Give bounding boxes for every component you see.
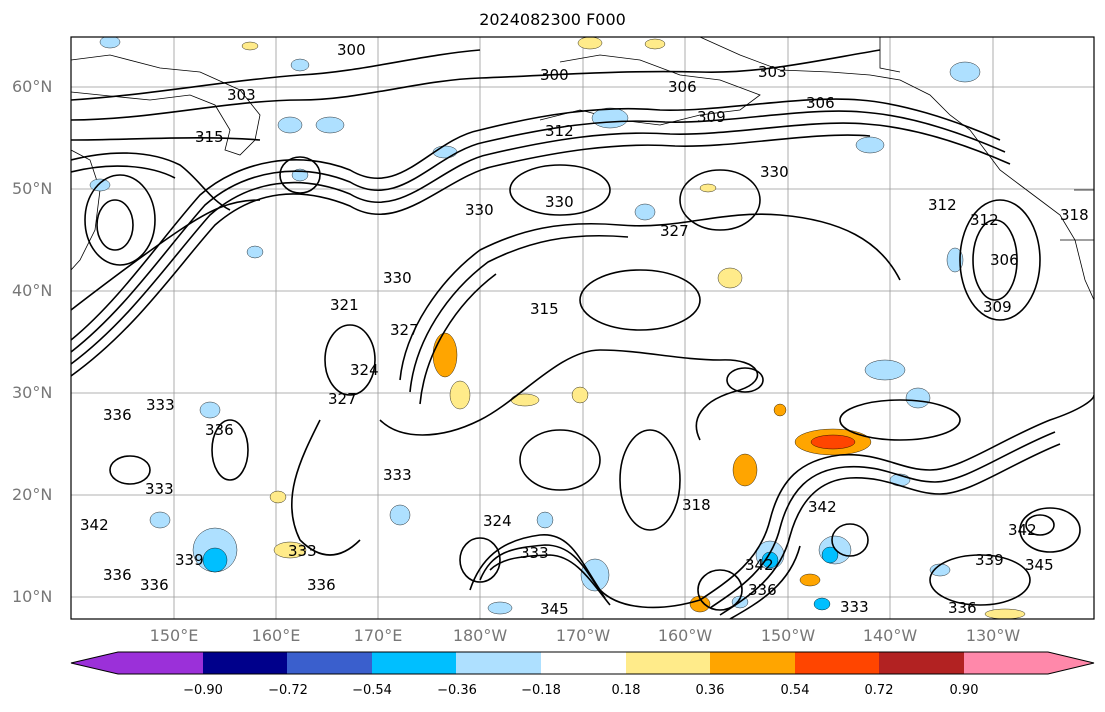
contour-label: 342 xyxy=(1008,521,1037,539)
contour-label: 324 xyxy=(350,361,379,379)
colorbar-tick: −0.90 xyxy=(183,683,223,698)
contour-label: 303 xyxy=(227,86,256,104)
lon-label: 160°E xyxy=(251,626,301,645)
contour-label: 309 xyxy=(697,108,726,126)
contour-label: 300 xyxy=(540,66,569,84)
colorbar-segment xyxy=(795,652,879,674)
lon-label: 150°E xyxy=(149,626,199,645)
contour-label: 330 xyxy=(760,163,789,181)
colorbar-segment xyxy=(964,652,1094,674)
contour-label: 306 xyxy=(668,78,697,96)
colorbar-tick: 0.90 xyxy=(949,683,979,698)
contour-label: 336 xyxy=(140,576,169,594)
colorbar-tick: −0.18 xyxy=(521,683,561,698)
coastlines xyxy=(71,37,1094,301)
contour-label: 309 xyxy=(983,298,1012,316)
colorbar-segment xyxy=(541,652,626,674)
colorbar-tick: −0.54 xyxy=(352,683,392,698)
contour-label: 333 xyxy=(383,466,412,484)
lat-label: 30°N xyxy=(12,383,53,402)
contour-label: 306 xyxy=(990,251,1019,269)
contour-label: 300 xyxy=(337,41,366,59)
contour-label: 342 xyxy=(80,516,109,534)
contour-label: 303 xyxy=(758,63,787,81)
shaded-patches xyxy=(89,37,1026,619)
contour-lines xyxy=(71,49,1094,619)
colorbar-tick: −0.36 xyxy=(437,683,477,698)
contour-label: 336 xyxy=(205,421,234,439)
colorbar-tick: 0.54 xyxy=(780,683,810,698)
colorbar-tick: 0.36 xyxy=(695,683,725,698)
lon-label: 150°W xyxy=(760,626,816,645)
lat-label: 50°N xyxy=(12,179,53,198)
colorbar-segment xyxy=(287,652,372,674)
contour-label: 333 xyxy=(288,542,317,560)
map-frame xyxy=(70,36,1095,620)
lat-label: 20°N xyxy=(12,485,53,504)
contour-label: 345 xyxy=(1025,556,1054,574)
lat-label: 40°N xyxy=(12,281,53,300)
contour-label: 312 xyxy=(928,196,957,214)
lon-label: 180°W xyxy=(452,626,508,645)
contour-label: 312 xyxy=(970,211,999,229)
colorbar-tick: 0.18 xyxy=(611,683,641,698)
lon-label: 170°E xyxy=(353,626,403,645)
contour-label: 333 xyxy=(840,598,869,616)
graticule xyxy=(71,37,1094,619)
contour-label: 339 xyxy=(975,551,1004,569)
colorbar-segment xyxy=(879,652,964,674)
contour-label: 330 xyxy=(465,201,494,219)
colorbar-tick: −0.72 xyxy=(268,683,308,698)
contour-label: 327 xyxy=(660,222,689,240)
contour-label: 342 xyxy=(808,498,837,516)
contour-label: 333 xyxy=(145,480,174,498)
contour-label: 306 xyxy=(806,94,835,112)
contour-label: 327 xyxy=(328,390,357,408)
colorbar-segment xyxy=(71,652,203,674)
lat-label: 10°N xyxy=(12,587,53,606)
contour-label: 336 xyxy=(748,581,777,599)
contour-label: 333 xyxy=(146,396,175,414)
contour-label: 333 xyxy=(520,544,549,562)
contour-labels: 300 300 303 303 306 306 309 315 312 330 … xyxy=(80,41,1089,618)
contour-label: 321 xyxy=(330,296,359,314)
contour-label: 339 xyxy=(175,551,204,569)
colorbar-segment xyxy=(203,652,287,674)
contour-label: 345 xyxy=(540,600,569,618)
contour-label: 312 xyxy=(545,122,574,140)
contour-label: 342 xyxy=(745,556,774,574)
contour-label: 315 xyxy=(195,128,224,146)
contour-label: 330 xyxy=(545,193,574,211)
contour-label: 336 xyxy=(103,566,132,584)
lon-label: 170°W xyxy=(555,626,611,645)
contour-label: 336 xyxy=(307,576,336,594)
colorbar-segment xyxy=(626,652,710,674)
contour-label: 318 xyxy=(1060,206,1089,224)
contour-label: 327 xyxy=(390,321,419,339)
colorbar-segment xyxy=(456,652,541,674)
lon-label: 140°W xyxy=(862,626,918,645)
colorbar-tick: 0.72 xyxy=(864,683,894,698)
lat-label: 60°N xyxy=(12,77,53,96)
contour-label: 324 xyxy=(483,512,512,530)
contour-label: 336 xyxy=(948,599,977,617)
colorbar-segment xyxy=(710,652,795,674)
lon-label: 160°W xyxy=(657,626,713,645)
contour-label: 315 xyxy=(530,300,559,318)
lon-label: 130°W xyxy=(965,626,1021,645)
colorbar-segment xyxy=(372,652,456,674)
contour-label: 330 xyxy=(383,269,412,287)
map-title: 2024082300 F000 xyxy=(479,10,626,29)
contour-label: 318 xyxy=(682,496,711,514)
contour-label: 336 xyxy=(103,406,132,424)
